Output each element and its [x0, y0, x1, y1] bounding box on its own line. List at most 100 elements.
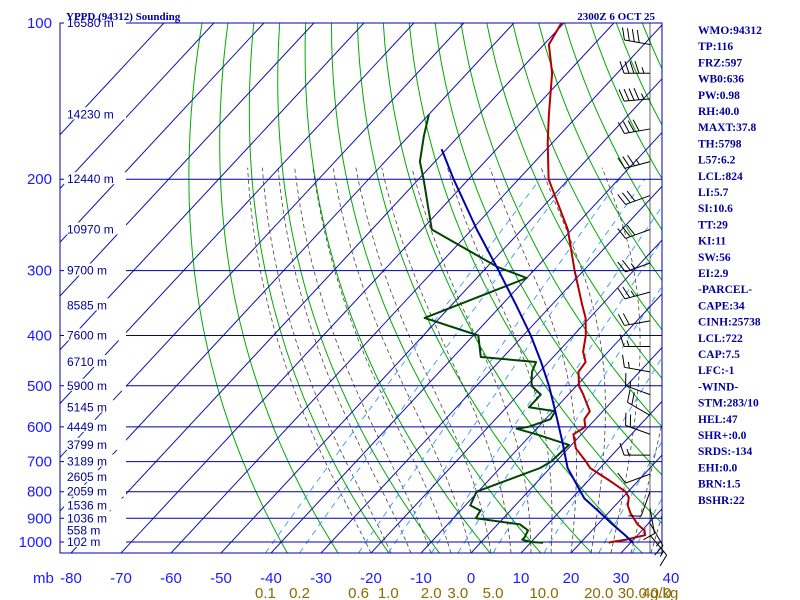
dry-adiabat — [304, 23, 491, 553]
index-line: KI:11 — [698, 236, 726, 248]
dry-adiabat — [434, 23, 662, 476]
wind-barb — [618, 87, 651, 102]
dry-adiabat — [356, 23, 592, 553]
wind-barb-flag — [659, 554, 668, 567]
wind-barb-flag — [622, 226, 631, 238]
wind-barb-flag — [627, 120, 635, 132]
wind-barb-staff — [640, 491, 651, 517]
index-line: -WIND- — [698, 381, 738, 393]
mixing-ratio-unit: g/kg — [650, 585, 678, 600]
dry-adiabat — [460, 23, 662, 428]
index-line: LCL:722 — [698, 333, 743, 345]
mixing-ratio-label: 30.0 — [618, 585, 647, 600]
mixing-ratio-line — [598, 440, 662, 553]
wind-barb — [626, 389, 651, 416]
isotherm — [60, 23, 465, 459]
wind-barb-staff — [624, 291, 651, 300]
isotherm — [370, 239, 662, 553]
wind-barb — [617, 286, 651, 300]
mixing-ratio-labels: 0.1 0.2 0.6 1.0 2.0 3.0 5.0 10.0 20.0 30.040.0 — [255, 585, 671, 600]
wind-barb-flag — [622, 313, 630, 325]
wind-barb-flag — [628, 88, 635, 101]
height-label-bg — [64, 484, 126, 497]
pressure-tick-label: 500 — [27, 378, 52, 395]
index-line: MAXT:37.8 — [698, 122, 756, 134]
isotherm — [60, 23, 415, 405]
wind-barb — [617, 190, 651, 205]
wind-barb-flag — [617, 157, 626, 169]
wind-barb — [622, 27, 651, 45]
moist-adiabat — [601, 167, 641, 553]
index-line: WMO:94312 — [698, 25, 762, 37]
wind-barb-flag — [622, 259, 631, 271]
wind-barb-flag — [626, 190, 636, 202]
height-label: 2059 m — [67, 485, 107, 499]
height-label: 2605 m — [67, 470, 107, 484]
wind-barb-flag — [643, 533, 655, 541]
moist-adiabat — [277, 167, 412, 553]
wind-barb-flag — [619, 442, 625, 456]
temperature-tick-label: -30 — [310, 570, 332, 587]
wind-barb-staff — [624, 98, 651, 102]
pressure-tick-label: 1000 — [19, 534, 52, 551]
wind-barb-flag — [626, 28, 630, 41]
height-label: 4449 m — [67, 420, 107, 434]
mixing-ratio-line — [299, 178, 570, 553]
wind-barb-flag — [634, 61, 640, 74]
wind-barb-flag — [617, 288, 626, 300]
height-label: 8585 m — [67, 298, 107, 312]
wind-barb — [617, 313, 651, 326]
isotherm — [60, 23, 265, 243]
mixing-ratio-label: 0.2 — [289, 585, 310, 600]
height-label-bg — [64, 172, 126, 185]
wind-barb — [619, 334, 650, 347]
wind-barb-flag — [631, 29, 635, 42]
wind-barb-flag — [631, 392, 635, 405]
height-label-bg — [64, 511, 126, 524]
dry-adiabat — [512, 23, 662, 331]
wind-barb — [617, 472, 651, 484]
index-line: SI:10.6 — [698, 203, 733, 215]
pressure-tick-label: 200 — [27, 171, 52, 188]
height-label: 1036 m — [67, 511, 107, 525]
pressure-tick-label: 300 — [27, 263, 52, 280]
mixing-ratio-line — [430, 205, 662, 553]
height-label-bg — [64, 328, 126, 341]
wind-barb-flag — [623, 88, 630, 101]
mixing-ratio-label: 20.0 — [584, 585, 613, 600]
series-parcel-line — [440, 148, 634, 544]
height-labels: 16580 m 14230 m 12440 m 10970 m 9700 m 8585 m… — [64, 16, 126, 549]
index-line: EHI:0.0 — [698, 462, 738, 474]
isotherm — [70, 23, 565, 553]
wind-barb-flag — [619, 61, 625, 74]
moist-adiabat — [411, 167, 532, 553]
height-label: 3799 m — [67, 438, 107, 452]
temperature-tick-label: 30 — [613, 570, 630, 587]
wind-barb — [617, 259, 651, 273]
wind-barb-staff — [624, 39, 651, 45]
wind-barb-flag — [622, 354, 625, 368]
wind-barb-flag — [617, 228, 626, 239]
wind-barb-staff — [624, 366, 651, 373]
isotherms — [60, 23, 662, 553]
wind-barb-staff — [625, 229, 651, 239]
temperature-tick-label: -10 — [410, 570, 432, 587]
mixing-ratio-line — [265, 178, 541, 553]
dry-adiabat — [188, 23, 288, 553]
mixing-ratio-label: 5.0 — [483, 585, 504, 600]
wind-barbs — [617, 23, 668, 567]
height-label: 14230 m — [67, 107, 114, 121]
pressure-tick-label: 400 — [27, 327, 52, 344]
height-label-bg — [64, 222, 126, 235]
mixing-ratio-label: 2.0 — [421, 585, 442, 600]
wind-barb-flag — [617, 472, 626, 484]
wind-barb-flag — [627, 154, 635, 167]
moist-adiabats — [247, 167, 662, 553]
height-label: 10970 m — [67, 223, 114, 237]
index-line: CINH:25738 — [698, 317, 761, 329]
wind-barb-flag — [624, 61, 630, 74]
wind-barb-flag — [632, 119, 640, 132]
isotherm — [60, 23, 315, 297]
wind-barb-half — [641, 67, 645, 74]
wind-barb-flag — [618, 89, 625, 102]
